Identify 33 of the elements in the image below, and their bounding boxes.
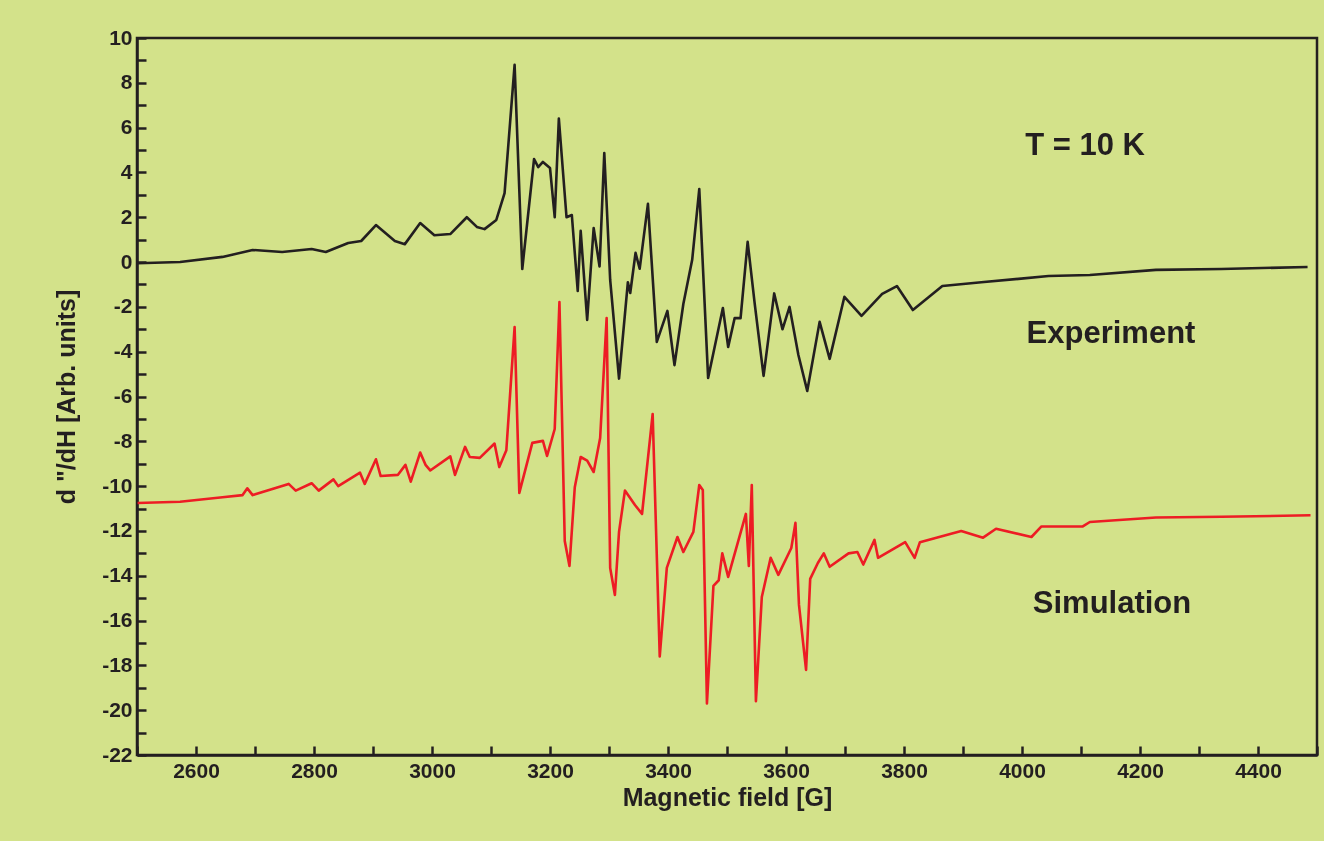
series-label: Experiment	[1026, 315, 1196, 350]
y-tick-label: -18	[102, 652, 133, 676]
x-tick-label: 3000	[409, 758, 456, 782]
x-tick-label: 3400	[645, 758, 692, 782]
line-series	[137, 300, 1312, 705]
series-label: Simulation	[1032, 585, 1192, 620]
y-tick-label: 8	[120, 70, 133, 94]
x-tick-label: 3600	[763, 758, 810, 782]
y-tick-label: 4	[120, 159, 133, 183]
x-tick-label: 4000	[999, 758, 1046, 782]
y-tick-label: -4	[113, 339, 133, 363]
y-tick-label: -22	[102, 742, 133, 766]
y-tick-label: -6	[113, 384, 133, 407]
x-tick-label: 4200	[1117, 758, 1164, 782]
y-tick-label: 0	[120, 249, 133, 273]
y-tick-label: -14	[102, 563, 133, 587]
x-tick-label: 2600	[173, 758, 220, 782]
y-tick-label: -12	[102, 518, 133, 542]
y-tick-label: -20	[102, 697, 133, 721]
y-tick-label: 2	[120, 204, 133, 228]
x-axis-title: Magnetic field [G]	[622, 782, 833, 811]
annotation: T = 10 K	[1025, 127, 1146, 162]
y-tick-label: -2	[113, 294, 133, 318]
x-tick-label: 4400	[1235, 758, 1282, 782]
y-tick-label: 10	[109, 25, 133, 49]
y-axis-title: d "/dH [Arb. units]	[52, 289, 81, 505]
y-tick-label: -10	[102, 473, 133, 497]
x-tick-label: 2800	[291, 758, 338, 782]
y-tick-label: -16	[102, 608, 133, 632]
x-tick-label: 3800	[881, 758, 928, 782]
y-tick-label: -8	[113, 428, 133, 452]
x-tick-label: 3200	[527, 758, 574, 782]
y-tick-label: 6	[120, 115, 133, 139]
